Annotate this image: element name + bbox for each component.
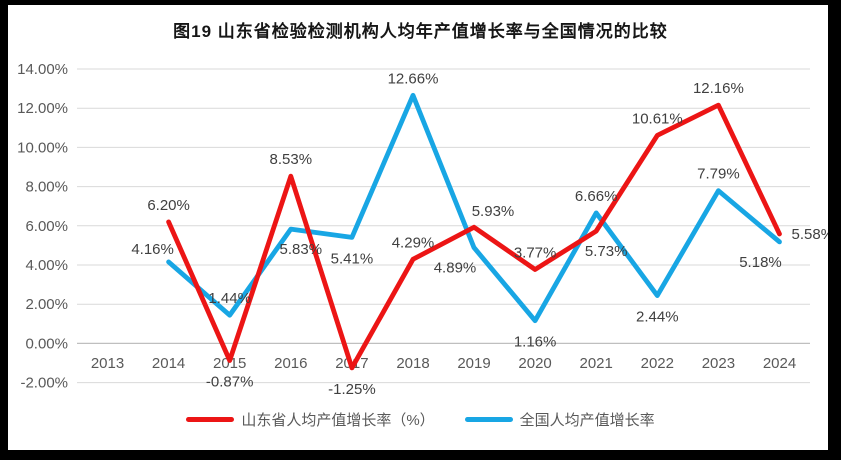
- chart-title: 图19 山东省检验检测机构人均年产值增长率与全国情况的比较: [173, 22, 668, 41]
- data-label-national: 4.16%: [131, 241, 174, 258]
- window-border-top: [0, 0, 841, 5]
- window-border-right: [828, 0, 841, 460]
- data-label-shandong: -0.87%: [206, 374, 254, 391]
- x-axis-tick-label: 2023: [702, 355, 735, 372]
- data-label-shandong: 6.20%: [147, 197, 190, 214]
- legend-swatch-shandong: [186, 417, 235, 422]
- y-axis-tick-label: 8.00%: [25, 179, 68, 196]
- x-axis-tick-label: 2024: [763, 355, 796, 372]
- x-axis-tick-label: 2015: [213, 355, 246, 372]
- data-label-shandong: 5.93%: [472, 203, 515, 220]
- y-axis-tick-label: 0.00%: [25, 335, 68, 352]
- data-label-shandong: 12.16%: [693, 80, 744, 97]
- data-label-national: 5.18%: [739, 254, 782, 271]
- y-axis-tick-label: 12.00%: [17, 100, 68, 117]
- data-label-shandong: -1.25%: [328, 381, 376, 398]
- data-label-national: 5.83%: [280, 241, 323, 258]
- data-label-national: 6.66%: [575, 188, 618, 205]
- legend-item-national: 全国人均产值增长率: [464, 409, 655, 430]
- data-label-national: 7.79%: [697, 166, 740, 183]
- x-axis-tick-label: 2020: [518, 355, 551, 372]
- data-label-national: 1.16%: [514, 334, 557, 351]
- y-axis-tick-label: 14.00%: [17, 61, 68, 78]
- legend-label-shandong: 山东省人均产值增长率（%）: [241, 412, 435, 429]
- legend-item-shandong: 山东省人均产值增长率（%）: [186, 409, 435, 430]
- x-axis-tick-label: 2016: [274, 355, 307, 372]
- x-axis-tick-label: 2018: [396, 355, 429, 372]
- chart-legend: 山东省人均产值增长率（%） 全国人均产值增长率: [0, 409, 841, 430]
- x-axis-tick-label: 2014: [152, 355, 185, 372]
- data-label-shandong: 8.53%: [270, 151, 313, 168]
- data-label-national: 2.44%: [636, 309, 679, 326]
- window-border-bottom: [0, 450, 841, 460]
- data-label-shandong: 10.61%: [632, 110, 683, 127]
- data-label-shandong: 5.73%: [585, 243, 628, 260]
- series-line-shandong: [166, 102, 782, 371]
- x-axis-tick-label: 2022: [641, 355, 674, 372]
- data-label-shandong: 3.77%: [514, 245, 557, 262]
- window-border-left: [0, 0, 8, 460]
- x-axis-tick-label: 2021: [580, 355, 613, 372]
- data-label-national: 12.66%: [388, 70, 439, 87]
- y-axis-tick-label: 6.00%: [25, 218, 68, 235]
- y-axis-tick-label: 10.00%: [17, 139, 68, 156]
- data-label-national: 5.41%: [331, 250, 374, 267]
- y-axis-tick-label: 4.00%: [25, 257, 68, 274]
- y-axis-tick-label: -2.00%: [20, 375, 68, 392]
- legend-label-national: 全国人均产值增长率: [519, 412, 655, 429]
- series-line-national: [166, 92, 782, 324]
- x-axis-tick-label: 2013: [91, 355, 124, 372]
- x-axis-tick-label: 2019: [457, 355, 490, 372]
- legend-swatch-national: [464, 417, 513, 422]
- data-label-shandong: 5.58%: [792, 226, 835, 243]
- data-label-national: 4.89%: [434, 260, 477, 277]
- y-axis-tick-label: 2.00%: [25, 296, 68, 313]
- data-label-national: 1.44%: [208, 290, 251, 307]
- data-label-shandong: 4.29%: [392, 234, 435, 251]
